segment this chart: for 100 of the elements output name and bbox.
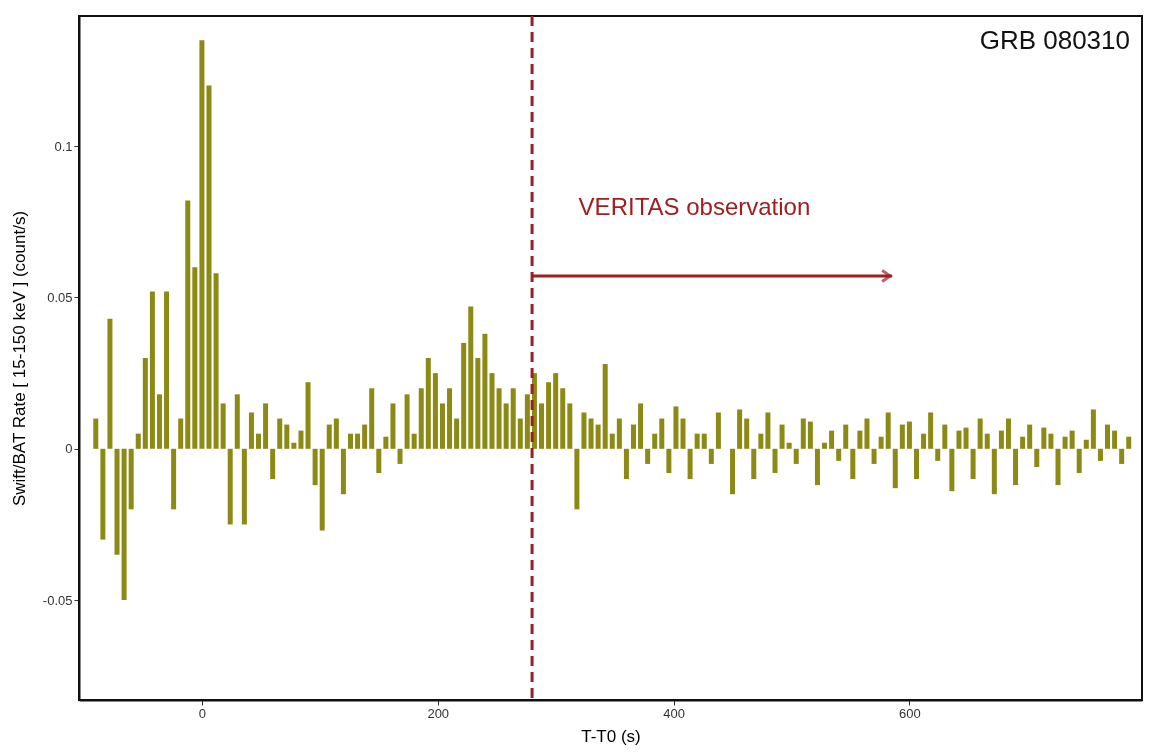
bar <box>114 448 120 555</box>
bar <box>807 421 813 449</box>
bar <box>638 403 644 449</box>
bar <box>192 267 198 449</box>
bar <box>623 448 629 480</box>
y-axis-title: Swift/BAT Rate [ 15-150 keV ] (count/s) <box>9 210 29 507</box>
bar <box>1013 448 1019 486</box>
bar <box>432 373 438 449</box>
bar <box>1027 424 1033 449</box>
bar <box>347 433 353 449</box>
bar <box>857 430 863 449</box>
bar <box>928 412 934 449</box>
bar <box>588 418 594 449</box>
bar <box>390 403 396 449</box>
x-tick-label: 600 <box>899 705 921 721</box>
bar <box>376 448 382 474</box>
bar <box>595 424 601 449</box>
bar <box>652 433 658 449</box>
bar <box>687 448 693 480</box>
bar <box>298 430 304 449</box>
bar <box>581 412 587 449</box>
bar <box>1034 448 1040 467</box>
bar <box>496 388 502 449</box>
bar <box>199 40 205 449</box>
bar <box>673 406 679 449</box>
bar <box>885 412 891 449</box>
bar <box>100 448 106 540</box>
bar <box>164 291 170 449</box>
bar <box>171 448 177 510</box>
bar <box>411 433 417 449</box>
bar <box>291 442 297 449</box>
bar <box>758 433 764 449</box>
bar <box>1119 448 1125 464</box>
bar <box>701 433 707 449</box>
bar <box>850 448 856 480</box>
bar <box>942 424 948 449</box>
bar <box>1112 430 1118 449</box>
bar <box>227 448 233 525</box>
bar <box>447 388 453 449</box>
bar <box>574 448 580 510</box>
bar <box>970 448 976 480</box>
bar <box>234 394 240 449</box>
bar <box>906 421 912 449</box>
bar <box>751 448 757 480</box>
bar <box>645 448 651 464</box>
bar <box>524 394 530 449</box>
bar <box>779 424 785 449</box>
bar <box>305 382 311 449</box>
bar <box>680 418 686 449</box>
bar <box>666 448 672 474</box>
bar <box>829 430 835 449</box>
bar <box>326 424 332 449</box>
bar <box>546 382 552 449</box>
bar <box>560 388 566 449</box>
bar <box>270 448 276 480</box>
bar <box>822 442 828 449</box>
bar <box>864 418 870 449</box>
bar <box>340 448 346 495</box>
annotation: GRB 080310 <box>979 25 1130 55</box>
bar <box>708 448 714 464</box>
bar <box>871 448 877 464</box>
bar <box>921 433 927 449</box>
bar <box>404 394 410 449</box>
bar <box>220 403 226 449</box>
bar <box>256 433 262 449</box>
bar <box>630 424 636 449</box>
y-tick-label: -0.05 <box>42 592 73 608</box>
bar <box>984 433 990 449</box>
bar <box>1020 436 1026 449</box>
x-tick-label: 0 <box>198 705 207 721</box>
bar <box>503 403 509 449</box>
bar <box>383 436 389 449</box>
bar <box>312 448 318 486</box>
bar <box>765 412 771 449</box>
y-tick-label: 0 <box>65 441 73 457</box>
bar <box>1105 424 1111 449</box>
bar <box>602 364 608 449</box>
bar <box>949 448 955 492</box>
bar <box>1090 409 1096 449</box>
bar <box>213 273 219 449</box>
bar <box>1083 439 1089 449</box>
bar <box>814 448 820 486</box>
x-axis-title: T-T0 (s) <box>581 726 641 746</box>
bar <box>892 448 898 489</box>
bar <box>991 448 997 495</box>
bar <box>553 373 559 449</box>
bar <box>241 448 247 525</box>
bar <box>836 448 842 461</box>
bar <box>659 418 665 449</box>
bar <box>567 403 573 449</box>
bar <box>369 388 375 449</box>
bar <box>793 448 799 464</box>
bar <box>362 424 368 449</box>
bar <box>425 358 431 449</box>
bar <box>878 436 884 449</box>
y-tick-label: 0.1 <box>54 138 73 154</box>
x-tick-label: 200 <box>427 705 450 721</box>
bar <box>935 448 941 461</box>
bar <box>998 430 1004 449</box>
annotation: VERITAS observation <box>578 192 811 220</box>
